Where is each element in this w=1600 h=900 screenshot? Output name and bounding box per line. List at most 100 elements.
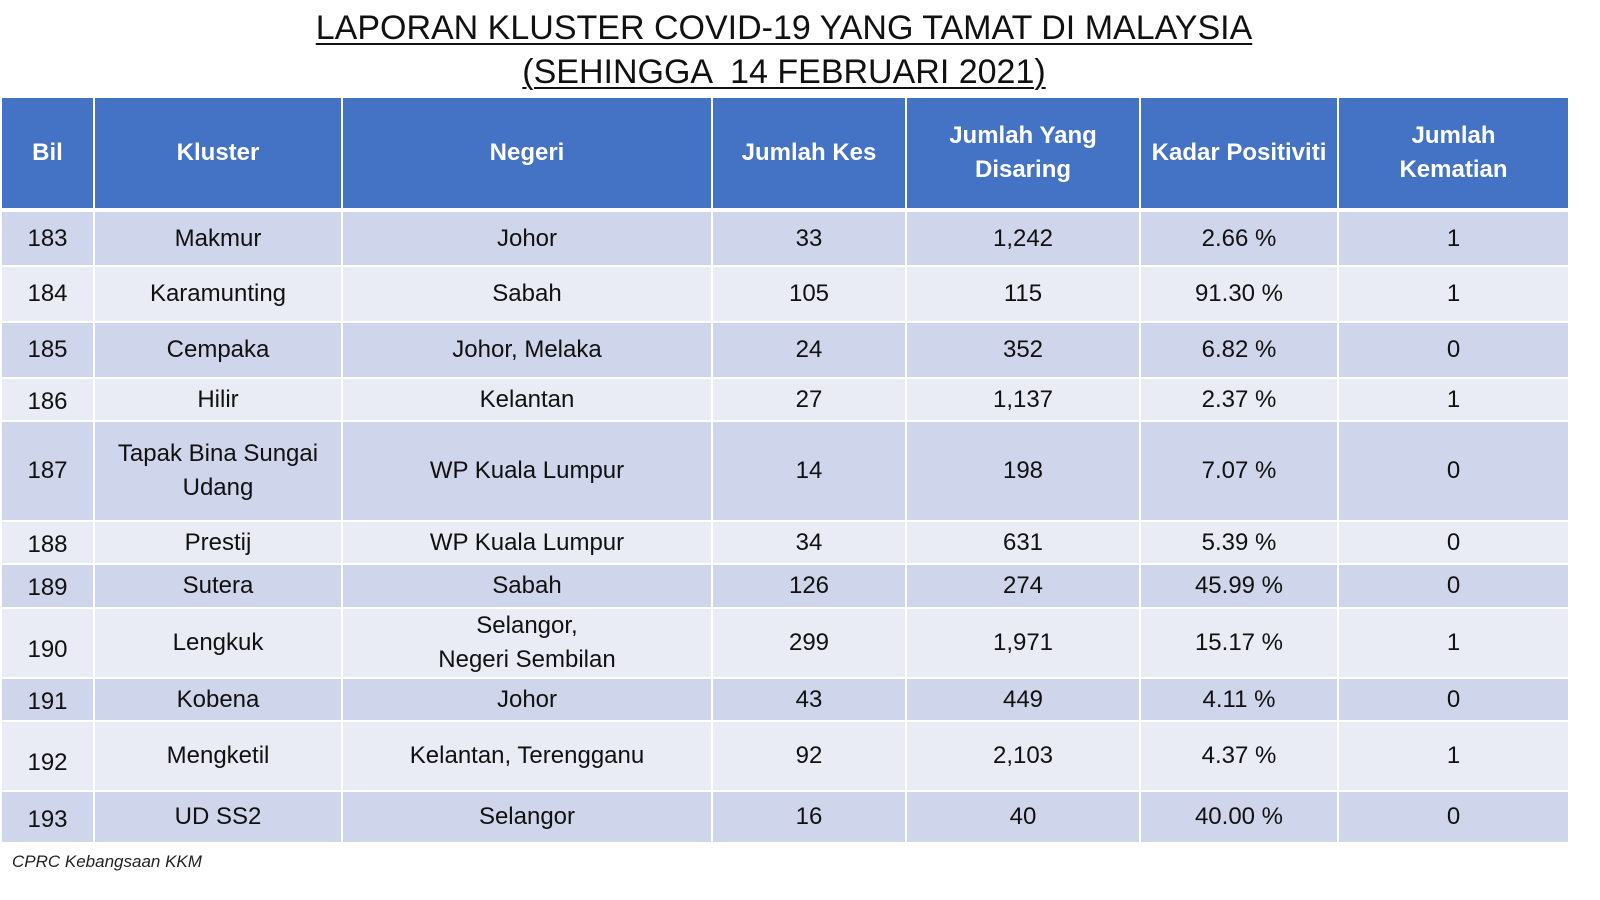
- report-title: LAPORAN KLUSTER COVID-19 YANG TAMAT DI M…: [0, 6, 1568, 94]
- cell-jumlah-disaring: 449: [905, 677, 1141, 722]
- title-line-1: LAPORAN KLUSTER COVID-19 YANG TAMAT DI M…: [315, 9, 1253, 47]
- cell-kadar-positiviti: 2.66 %: [1139, 209, 1339, 267]
- table-row: 185 Cempaka Johor, Melaka 24 352 6.82 % …: [0, 321, 1570, 379]
- cell-jumlah-kematian: 0: [1337, 520, 1570, 565]
- cell-kadar-positiviti: 45.99 %: [1139, 563, 1339, 609]
- table-row: 188 Prestij WP Kuala Lumpur 34 631 5.39 …: [0, 520, 1570, 565]
- cell-jumlah-kes: 126: [711, 563, 907, 609]
- cell-negeri: Johor, Melaka: [341, 321, 713, 379]
- cell-kadar-positiviti: 2.37 %: [1139, 377, 1339, 422]
- cell-kluster: Sutera: [93, 563, 343, 609]
- table-row: 187 Tapak Bina Sungai Udang WP Kuala Lump…: [0, 420, 1570, 522]
- source-note: CPRC Kebangsaan KKM: [12, 852, 202, 871]
- header-jumlah-kes: Jumlah Kes: [711, 96, 907, 212]
- cell-bil: 184: [0, 265, 95, 323]
- header-row: Bil Kluster Negeri Jumlah Kes Jumlah Yan…: [0, 96, 1570, 212]
- cell-negeri: Selangor, Negeri Sembilan: [341, 607, 713, 679]
- cell-jumlah-disaring: 274: [905, 563, 1141, 609]
- cell-bil: 193: [0, 790, 95, 844]
- cell-negeri: Selangor: [341, 790, 713, 844]
- cell-jumlah-kes: 105: [711, 265, 907, 323]
- cell-kadar-positiviti: 4.11 %: [1139, 677, 1339, 722]
- cell-jumlah-disaring: 631: [905, 520, 1141, 565]
- cell-kadar-positiviti: 7.07 %: [1139, 420, 1339, 522]
- cell-jumlah-kes: 27: [711, 377, 907, 422]
- cell-bil: 190: [0, 607, 95, 679]
- cell-kluster: Kobena: [93, 677, 343, 722]
- cell-jumlah-kes: 14: [711, 420, 907, 522]
- cell-jumlah-kes: 33: [711, 209, 907, 267]
- header-jumlah-disaring: Jumlah Yang Disaring: [905, 96, 1141, 212]
- cell-negeri: Sabah: [341, 265, 713, 323]
- cell-jumlah-disaring: 2,103: [905, 720, 1141, 792]
- cell-bil: 183: [0, 209, 95, 267]
- table-row: 183 Makmur Johor 33 1,242 2.66 % 1: [0, 209, 1570, 267]
- cell-negeri: Johor: [341, 677, 713, 722]
- table-row: 186 Hilir Kelantan 27 1,137 2.37 % 1: [0, 377, 1570, 422]
- cell-jumlah-kematian: 0: [1337, 420, 1570, 522]
- cell-jumlah-kes: 92: [711, 720, 907, 792]
- cell-jumlah-kematian: 0: [1337, 677, 1570, 722]
- cluster-table: Bil Kluster Negeri Jumlah Kes Jumlah Yan…: [0, 96, 1570, 844]
- cell-jumlah-disaring: 1,971: [905, 607, 1141, 679]
- cell-jumlah-kematian: 1: [1337, 209, 1570, 267]
- cell-jumlah-kematian: 1: [1337, 720, 1570, 792]
- cell-kadar-positiviti: 15.17 %: [1139, 607, 1339, 679]
- cell-jumlah-kes: 299: [711, 607, 907, 679]
- cell-jumlah-disaring: 352: [905, 321, 1141, 379]
- cell-kluster: Tapak Bina Sungai Udang: [93, 420, 343, 522]
- cell-negeri: WP Kuala Lumpur: [341, 520, 713, 565]
- header-kadar-positiviti: Kadar Positiviti: [1139, 96, 1339, 212]
- header-negeri: Negeri: [341, 96, 713, 212]
- table-row: 184 Karamunting Sabah 105 115 91.30 % 1: [0, 265, 1570, 323]
- cell-negeri: Sabah: [341, 563, 713, 609]
- cell-jumlah-disaring: 115: [905, 265, 1141, 323]
- cell-negeri: Kelantan: [341, 377, 713, 422]
- cell-jumlah-kes: 16: [711, 790, 907, 844]
- cell-kadar-positiviti: 6.82 %: [1139, 321, 1339, 379]
- cell-jumlah-kes: 34: [711, 520, 907, 565]
- cell-bil: 186: [0, 377, 95, 422]
- cell-kadar-positiviti: 5.39 %: [1139, 520, 1339, 565]
- table-row: 191 Kobena Johor 43 449 4.11 % 0: [0, 677, 1570, 722]
- header-bil: Bil: [0, 96, 95, 212]
- table-row: 193 UD SS2 Selangor 16 40 40.00 % 0: [0, 790, 1570, 844]
- cell-jumlah-kes: 24: [711, 321, 907, 379]
- table-row: 192 Mengketil Kelantan, Terengganu 92 2,…: [0, 720, 1570, 792]
- cell-kluster: Hilir: [93, 377, 343, 422]
- cell-bil: 188: [0, 520, 95, 565]
- cell-jumlah-disaring: 198: [905, 420, 1141, 522]
- cell-kluster: Cempaka: [93, 321, 343, 379]
- cell-jumlah-disaring: 1,242: [905, 209, 1141, 267]
- cell-jumlah-kematian: 1: [1337, 265, 1570, 323]
- cell-kluster: Karamunting: [93, 265, 343, 323]
- cell-bil: 187: [0, 420, 95, 522]
- cell-bil: 185: [0, 321, 95, 379]
- cell-jumlah-kes: 43: [711, 677, 907, 722]
- cell-bil: 189: [0, 563, 95, 609]
- cell-kluster: Lengkuk: [93, 607, 343, 679]
- table-row: 190 Lengkuk Selangor, Negeri Sembilan 299…: [0, 607, 1570, 679]
- header-kluster: Kluster: [93, 96, 343, 212]
- cell-jumlah-disaring: 40: [905, 790, 1141, 844]
- cell-bil: 192: [0, 720, 95, 792]
- cell-kluster: Mengketil: [93, 720, 343, 792]
- cell-jumlah-kematian: 0: [1337, 563, 1570, 609]
- cell-kluster: Prestij: [93, 520, 343, 565]
- cell-bil: 191: [0, 677, 95, 722]
- cell-kadar-positiviti: 91.30 %: [1139, 265, 1339, 323]
- cell-kadar-positiviti: 4.37 %: [1139, 720, 1339, 792]
- table-row: 189 Sutera Sabah 126 274 45.99 % 0: [0, 563, 1570, 609]
- cell-jumlah-kematian: 1: [1337, 607, 1570, 679]
- cell-jumlah-kematian: 1: [1337, 377, 1570, 422]
- cell-kadar-positiviti: 40.00 %: [1139, 790, 1339, 844]
- cell-jumlah-kematian: 0: [1337, 321, 1570, 379]
- cell-negeri: WP Kuala Lumpur: [341, 420, 713, 522]
- cell-jumlah-kematian: 0: [1337, 790, 1570, 844]
- header-jumlah-kematian: Jumlah Kematian: [1337, 96, 1570, 212]
- cell-negeri: Kelantan, Terengganu: [341, 720, 713, 792]
- cell-kluster: UD SS2: [93, 790, 343, 844]
- cell-kluster: Makmur: [93, 209, 343, 267]
- cell-negeri: Johor: [341, 209, 713, 267]
- title-line-2: (SEHINGGA 14 FEBRUARI 2021): [522, 53, 1046, 91]
